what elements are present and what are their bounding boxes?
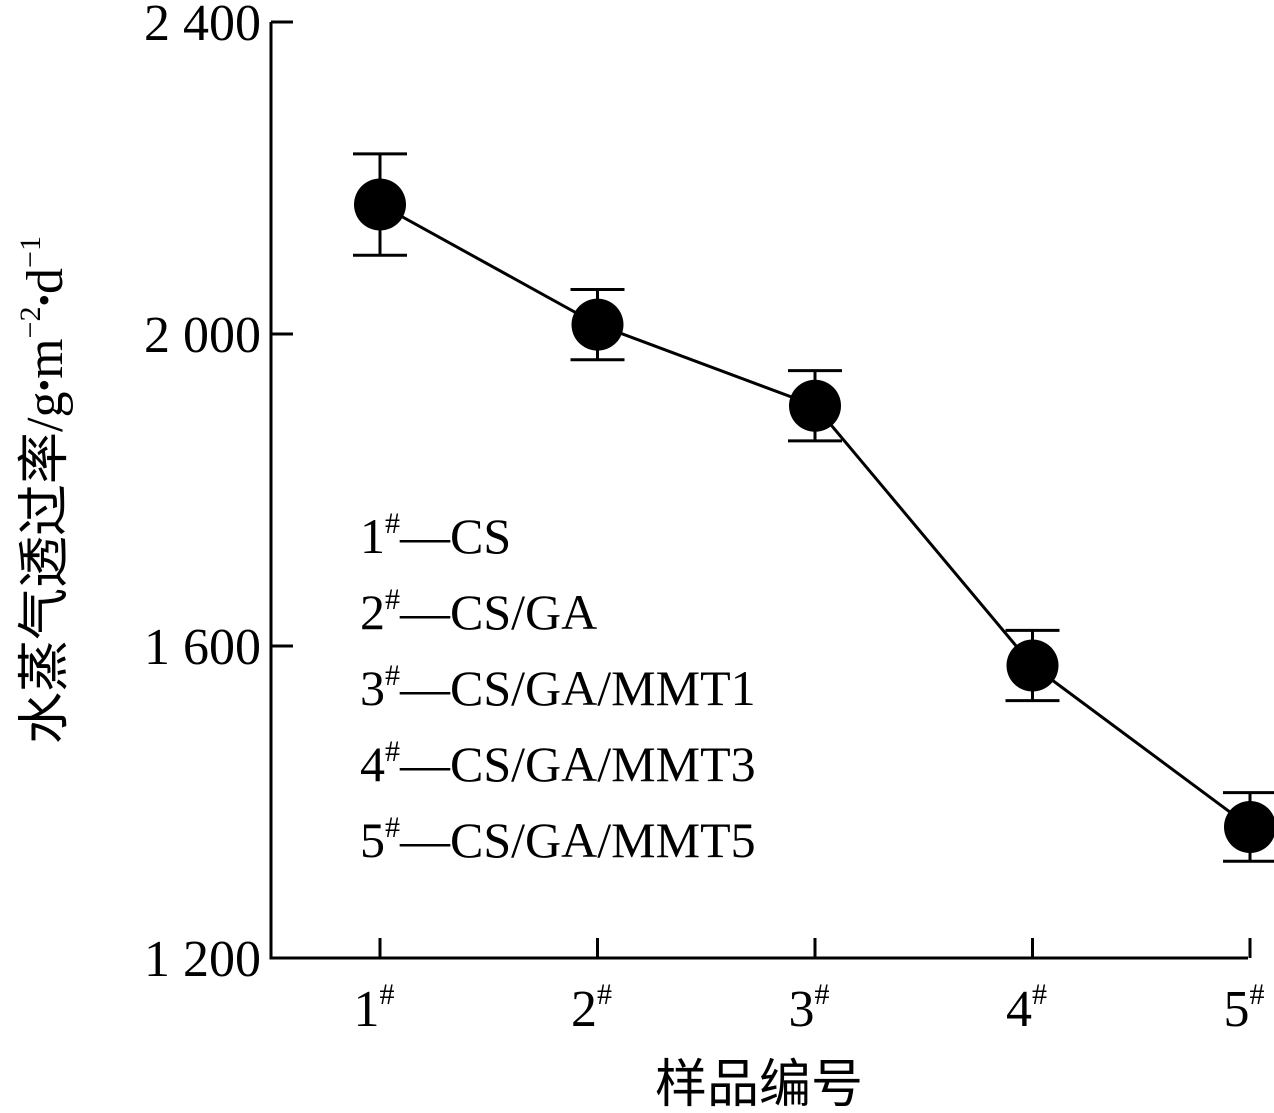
x-tick-label: 1# (354, 978, 395, 1038)
x-ticks: 1# 2# 3# 4# 5# (354, 938, 1265, 1038)
legend-entry: 4#—CS/GA/MMT3 (360, 735, 756, 792)
legend-entry-sup: # (385, 659, 400, 692)
legend-entry-num: 1 (360, 508, 385, 564)
y-tick-label: 1 200 (144, 931, 261, 988)
legend-entry-sup: # (385, 735, 400, 768)
y-axis-title-d: d (17, 268, 74, 294)
series (353, 152, 1274, 863)
x-tick-label-sup: # (1250, 978, 1265, 1011)
x-tick-label-num: 3 (789, 981, 815, 1038)
y-axis-title-dot-2: • (24, 294, 64, 307)
legend-entry-num: 2 (360, 584, 385, 640)
legend-entry-num: 3 (360, 660, 385, 716)
x-tick-label-num: 5 (1224, 981, 1250, 1038)
y-axis-title-m-exp: −2 (14, 307, 47, 339)
x-tick-label-sup: # (1032, 978, 1047, 1011)
legend: 1#—CS2#—CS/GA3#—CS/GA/MMT14#—CS/GA/MMT35… (360, 507, 756, 868)
x-axis-title: 样品编号 (655, 1057, 863, 1113)
legend-entry-text: —CS/GA/MMT1 (399, 660, 756, 716)
y-axis-title-d-exp: −1 (14, 236, 47, 268)
x-tick-label-num: 2 (571, 981, 597, 1038)
legend-entry-sup: # (385, 811, 400, 844)
x-tick-label: 3# (789, 978, 830, 1038)
y-axis-title-m: m (17, 338, 74, 378)
x-tick-label: 2# (571, 978, 612, 1038)
svg-text:水蒸气透过率/g•m−2•d−1: 水蒸气透过率/g•m−2•d−1 (14, 236, 74, 744)
x-tick-label-num: 4 (1006, 981, 1032, 1038)
data-point (789, 379, 841, 432)
legend-entry: 3#—CS/GA/MMT1 (360, 659, 756, 716)
data-point (1006, 639, 1059, 692)
y-axis-title-main: 水蒸气透过率/g (17, 392, 74, 744)
x-tick-label-sup: # (597, 978, 612, 1011)
data-point (571, 298, 624, 351)
legend-entry-num: 4 (360, 736, 385, 792)
x-tick-label-sup: # (380, 978, 395, 1011)
legend-entry-text: —CS/GA (399, 584, 597, 640)
x-tick-label-num: 1 (354, 981, 380, 1038)
legend-entry-sup: # (385, 583, 400, 616)
legend-entry-text: —CS/GA/MMT3 (399, 736, 756, 792)
x-tick-label-sup: # (815, 978, 830, 1011)
data-point (1224, 800, 1274, 853)
legend-entry: 5#—CS/GA/MMT5 (360, 811, 756, 868)
legend-entry-text: —CS/GA/MMT5 (399, 812, 756, 868)
x-tick-label: 5# (1224, 978, 1265, 1038)
legend-entry: 2#—CS/GA (360, 583, 597, 640)
legend-entry-sup: # (385, 507, 400, 540)
y-axis-title: 水蒸气透过率/g•m−2•d−1 (14, 236, 74, 744)
legend-entry-text: —CS (399, 508, 511, 564)
axes (269, 22, 1248, 960)
legend-entry: 1#—CS (360, 507, 511, 564)
data-point (354, 178, 406, 231)
y-tick-label: 2 400 (144, 0, 261, 52)
y-axis-title-dot-1: • (24, 379, 64, 392)
legend-entry-num: 5 (360, 812, 385, 868)
y-ticks: 1 200 1 600 2 000 2 400 (144, 0, 293, 988)
y-tick-label: 2 000 (144, 307, 261, 364)
y-tick-label: 1 600 (144, 619, 261, 676)
x-tick-label: 4# (1006, 978, 1047, 1038)
